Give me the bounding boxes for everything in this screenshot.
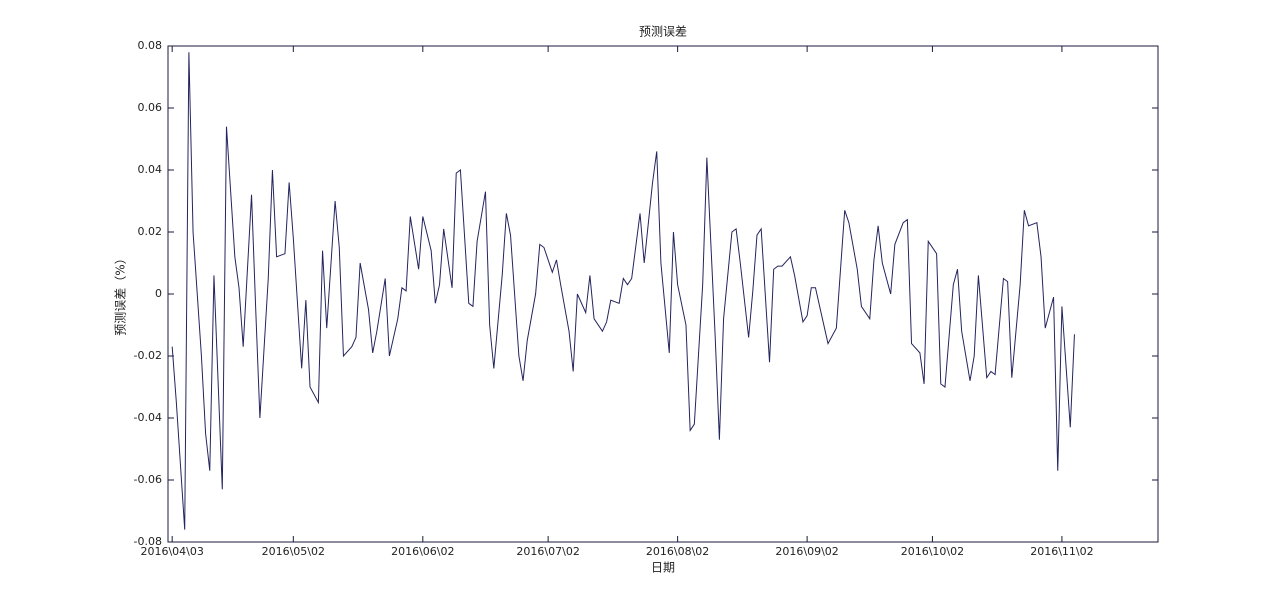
y-axis-label: 预测误差（%）	[114, 252, 128, 335]
y-tick-label: -0.04	[134, 411, 162, 424]
y-tick-label: -0.06	[134, 473, 162, 486]
x-tick-label: 2016\05\02	[262, 545, 325, 558]
y-tick-label: 0.02	[138, 225, 163, 238]
y-tick-label: 0.04	[138, 163, 163, 176]
y-tick-label: 0.06	[138, 101, 163, 114]
x-tick-label: 2016\08\02	[646, 545, 709, 558]
y-tick-label: -0.02	[134, 349, 162, 362]
chart-title: 预测误差	[639, 25, 687, 39]
y-tick-label: 0.08	[138, 39, 163, 52]
y-tick-label: -0.08	[134, 535, 162, 548]
x-tick-label: 2016\04\03	[140, 545, 203, 558]
data-line	[171, 52, 1075, 530]
x-tick-label: 2016\11\02	[1030, 545, 1093, 558]
x-tick-label: 2016\07\02	[516, 545, 579, 558]
plot-frame	[167, 45, 1159, 543]
x-axis-label: 日期	[651, 561, 675, 575]
x-tick-label: 2016\06\02	[391, 545, 454, 558]
x-tick-label: 2016\09\02	[775, 545, 838, 558]
y-tick-label: 0	[155, 287, 162, 300]
x-tick-label: 2016\10\02	[901, 545, 964, 558]
